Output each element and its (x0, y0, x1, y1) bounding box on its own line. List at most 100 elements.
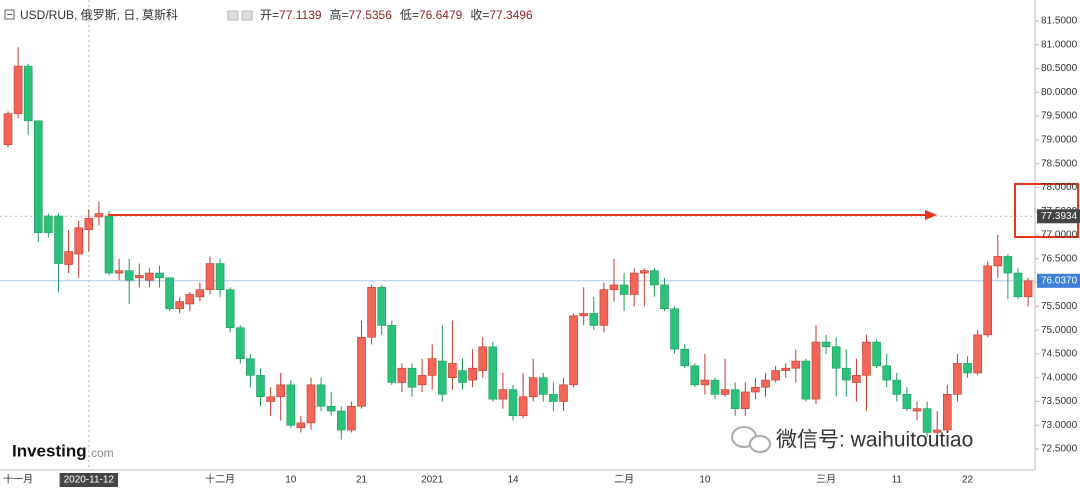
candle-body (609, 284, 619, 291)
y-tick-label: 81.5000 (1041, 16, 1078, 27)
candle-body (841, 367, 851, 381)
candle-body (680, 348, 690, 367)
candle-body (448, 363, 457, 379)
candle-body (347, 405, 356, 431)
x-tick-label: 十一月 (3, 473, 33, 486)
logo-suffix: .com (88, 446, 114, 460)
crosshair-y-label: 77.3934 (1041, 211, 1078, 222)
candle-body (145, 272, 154, 281)
candle-body (377, 287, 387, 326)
candle-body (74, 227, 83, 255)
candle-body (710, 379, 720, 395)
candle-body (518, 396, 528, 417)
x-tick-label: 10 (699, 475, 711, 486)
candle-body (135, 275, 144, 279)
x-tick-label: 二月 (614, 474, 634, 486)
candle-body (639, 270, 649, 274)
candle-body (195, 289, 205, 298)
readout-value: 77.1139 (279, 8, 322, 22)
candle-body (326, 405, 336, 412)
candle-body (165, 277, 174, 310)
candle-body (650, 270, 659, 286)
candle-body (1003, 256, 1013, 274)
candle-body (1013, 272, 1023, 298)
x-tick-label: 11 (892, 475, 903, 486)
chart-title: USD/RUB, 俄罗斯, 日, 莫斯科 (20, 8, 178, 22)
x-tick-label: 10 (285, 475, 297, 486)
candle-body (508, 389, 518, 417)
candle-body (498, 389, 508, 400)
candle-body (559, 384, 568, 402)
icon-bubble (749, 435, 771, 453)
candle-body (831, 346, 841, 369)
candle-body (801, 360, 811, 400)
candle-body (922, 408, 932, 433)
candle-body (417, 375, 427, 386)
candle-body (569, 315, 578, 386)
crosshair-y-box (1037, 209, 1080, 224)
candle-body (397, 367, 407, 383)
candle-body (44, 215, 53, 233)
y-tick-label: 79.0000 (1041, 134, 1078, 145)
x-tick-label: 14 (507, 475, 519, 486)
candle-body (720, 389, 730, 395)
candle-body (953, 363, 962, 395)
x-tick-label: 22 (962, 475, 974, 486)
candle-body (256, 375, 265, 398)
y-tick-label: 79.5000 (1041, 111, 1078, 122)
y-tick-label: 74.0000 (1041, 372, 1078, 383)
candle-body (54, 215, 63, 264)
watermark: 微信号: waihuitoutiao (776, 429, 973, 452)
candle-body (852, 375, 861, 383)
candle-body (781, 367, 791, 371)
x-tick-label: 2021 (421, 475, 444, 486)
candle-body (629, 272, 639, 295)
candle-body (225, 289, 235, 329)
candle-body (478, 346, 488, 371)
candle-body (3, 113, 13, 145)
candle-body (357, 336, 366, 407)
y-tick-label: 73.0000 (1041, 420, 1078, 431)
candle-body (276, 384, 286, 398)
y-tick-label: 76.5000 (1041, 253, 1078, 264)
candle-body (236, 327, 245, 359)
candle-body (13, 65, 23, 114)
readout-label: 高= (330, 7, 349, 22)
readout-value: 77.5356 (349, 8, 393, 22)
y-tick-label: 73.5000 (1041, 396, 1078, 407)
candle-body (589, 313, 599, 326)
candle-body (973, 334, 982, 374)
candle-body (761, 379, 770, 388)
candle-body (963, 363, 972, 374)
candle-body (902, 394, 912, 409)
candle-body (619, 284, 629, 295)
candle-body (306, 384, 316, 424)
candle-body (215, 263, 225, 291)
candle-body (670, 308, 679, 350)
candle-body (912, 408, 922, 412)
candle-body (538, 377, 548, 395)
candle-body (811, 341, 821, 400)
candle-body (579, 313, 589, 317)
candle-body (205, 263, 215, 291)
candle-body (407, 367, 417, 388)
candle-body (155, 272, 164, 279)
candle-body (690, 365, 700, 386)
y-tick-label: 78.5000 (1041, 158, 1078, 169)
candle-body (94, 213, 104, 218)
hide-icon[interactable] (241, 10, 253, 21)
settings-icon[interactable] (227, 10, 239, 21)
candle-body (1023, 280, 1033, 298)
watermark-icon (731, 426, 771, 453)
x-tick-label: 21 (356, 475, 368, 486)
candle-body (427, 358, 437, 376)
readout-value: 77.3496 (489, 8, 533, 22)
candle-body (84, 218, 94, 230)
candle-body (740, 391, 750, 409)
candle-body (185, 294, 195, 305)
collapse-icon[interactable] (4, 9, 15, 20)
y-tick-label: 81.0000 (1041, 39, 1078, 50)
candle-body (175, 301, 184, 310)
y-tick-label: 75.5000 (1041, 301, 1078, 312)
